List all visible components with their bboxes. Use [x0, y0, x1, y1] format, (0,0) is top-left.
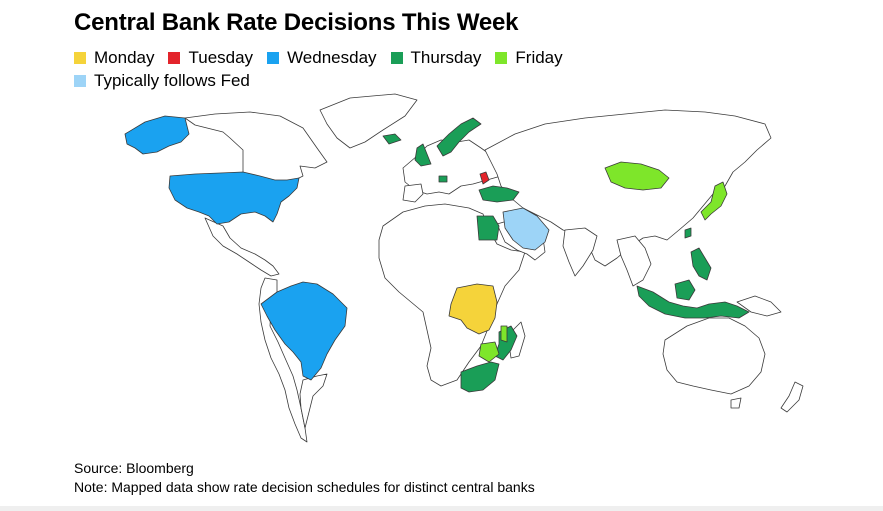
land-new-zealand: [780, 381, 804, 413]
region-dr-congo: [448, 283, 498, 335]
legend-row-1: Monday Tuesday Wednesday Thursday Friday: [74, 47, 774, 68]
region-iceland: [382, 133, 402, 145]
land-iberia: [402, 183, 424, 203]
region-mozambique: [494, 325, 518, 361]
legend-item-thursday: Thursday: [390, 47, 482, 68]
region-indonesia-borneo: [674, 279, 696, 301]
legend-label-thursday: Thursday: [410, 47, 482, 67]
region-malawi: [500, 325, 508, 343]
region-norway: [436, 117, 482, 157]
legend-item-monday: Monday: [74, 48, 154, 68]
base-land: [184, 93, 804, 443]
region-alaska: [124, 115, 190, 155]
land-tasmania: [730, 397, 742, 409]
coloured-regions: [124, 115, 750, 393]
region-egypt: [476, 215, 500, 241]
legend-label-follows-fed: Typically follows Fed: [94, 70, 250, 90]
land-india: [562, 227, 598, 277]
legend-row-2: Typically follows Fed: [74, 70, 774, 91]
legend-label-monday: Monday: [94, 47, 155, 67]
land-australia: [662, 317, 766, 395]
footer: Source: Bloomberg Note: Mapped data show…: [74, 459, 535, 497]
land-southeast-asia: [616, 235, 652, 287]
region-south-africa: [460, 361, 500, 393]
land-central-america: [204, 217, 280, 277]
legend-label-friday: Friday: [515, 47, 563, 67]
legend-item-wednesday: Wednesday: [267, 47, 377, 68]
land-new-guinea: [736, 295, 782, 317]
legend-swatch-tuesday: [168, 51, 181, 64]
chart-title: Central Bank Rate Decisions This Week: [74, 9, 519, 36]
legend-swatch-follows-fed: [74, 74, 86, 87]
region-mongolia: [604, 161, 670, 191]
legend-label-tuesday: Tuesday: [188, 47, 254, 67]
region-zimbabwe: [478, 341, 500, 363]
region-indonesia: [636, 285, 750, 319]
region-turkey: [478, 185, 520, 203]
legend-item-friday: Friday: [495, 47, 563, 68]
world-map: [124, 93, 804, 443]
legend-item-tuesday: Tuesday: [168, 48, 253, 68]
data-note: Note: Mapped data show rate decision sch…: [74, 479, 535, 495]
legend-swatch-thursday: [390, 51, 403, 64]
region-moldova: [479, 171, 490, 185]
land-greenland: [319, 93, 418, 149]
region-brazil: [260, 281, 348, 381]
legend-item-follows-fed: Typically follows Fed: [74, 71, 250, 91]
bottom-rule: [0, 506, 883, 511]
region-japan: [700, 181, 728, 221]
legend-swatch-monday: [74, 51, 86, 64]
legend-swatch-wednesday: [267, 51, 280, 64]
region-philippines: [690, 247, 712, 281]
land-south-america-south: [299, 373, 328, 429]
region-united-kingdom: [414, 143, 432, 167]
region-taiwan: [684, 227, 692, 239]
region-saudi-arabia: [502, 207, 550, 251]
legend-label-wednesday: Wednesday: [287, 47, 377, 67]
source-note: Source: Bloomberg: [74, 460, 194, 476]
region-switzerland: [438, 175, 448, 183]
legend: Monday Tuesday Wednesday Thursday Friday…: [74, 47, 774, 93]
land-north-america: [184, 111, 328, 183]
region-united-states: [168, 171, 300, 225]
legend-swatch-friday: [495, 51, 508, 64]
